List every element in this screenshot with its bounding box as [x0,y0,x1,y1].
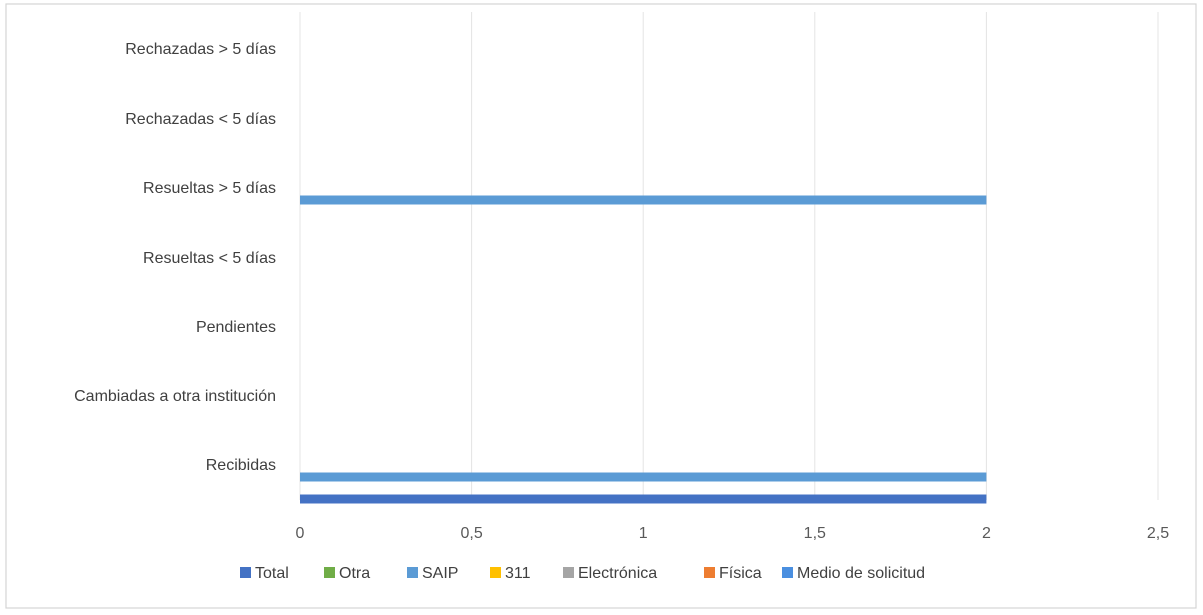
legend-swatch [324,567,335,578]
category-label: Cambiadas a otra institución [74,388,276,405]
x-tick-label: 2 [982,525,991,542]
x-tick-label: 1 [639,525,648,542]
gridlines [299,12,1159,500]
legend-swatch [490,567,501,578]
legend-swatch [563,567,574,578]
x-tick-label: 2,5 [1147,525,1169,542]
legend-swatch [407,567,418,578]
bar-saip-4 [300,195,987,205]
legend-label: Electrónica [578,565,657,582]
legend-label: Física [719,565,762,582]
category-label: Pendientes [196,319,276,336]
y-axis-categories: Recibidas Cambiadas a otra institución Pen… [74,41,276,474]
bars [300,195,987,504]
bar-saip-0 [300,472,987,482]
legend-label: Otra [339,565,370,582]
x-tick-label: 0,5 [460,525,482,542]
category-label: Rechazadas < 5 días [125,111,276,128]
category-label: Resueltas < 5 días [143,250,276,267]
category-label: Resueltas > 5 días [143,180,276,197]
category-label: Recibidas [206,457,276,474]
x-axis-ticks: 0 0,5 1 1,5 2 2,5 [296,525,1170,542]
legend-swatch [782,567,793,578]
legend-label: Total [255,565,289,582]
legend-label: 311 [505,565,531,582]
legend-swatch [240,567,251,578]
category-label: Rechazadas > 5 días [125,41,276,58]
legend-label: Medio de solicitud [797,565,925,582]
legend-swatch [704,567,715,578]
legend: Total Otra SAIP 311 Electrónica Física Medio d… [240,565,925,582]
legend-label: SAIP [422,565,458,582]
x-tick-label: 0 [296,525,305,542]
chart-frame [5,3,1197,609]
x-tick-label: 1,5 [804,525,826,542]
bar-total-0 [300,494,987,504]
